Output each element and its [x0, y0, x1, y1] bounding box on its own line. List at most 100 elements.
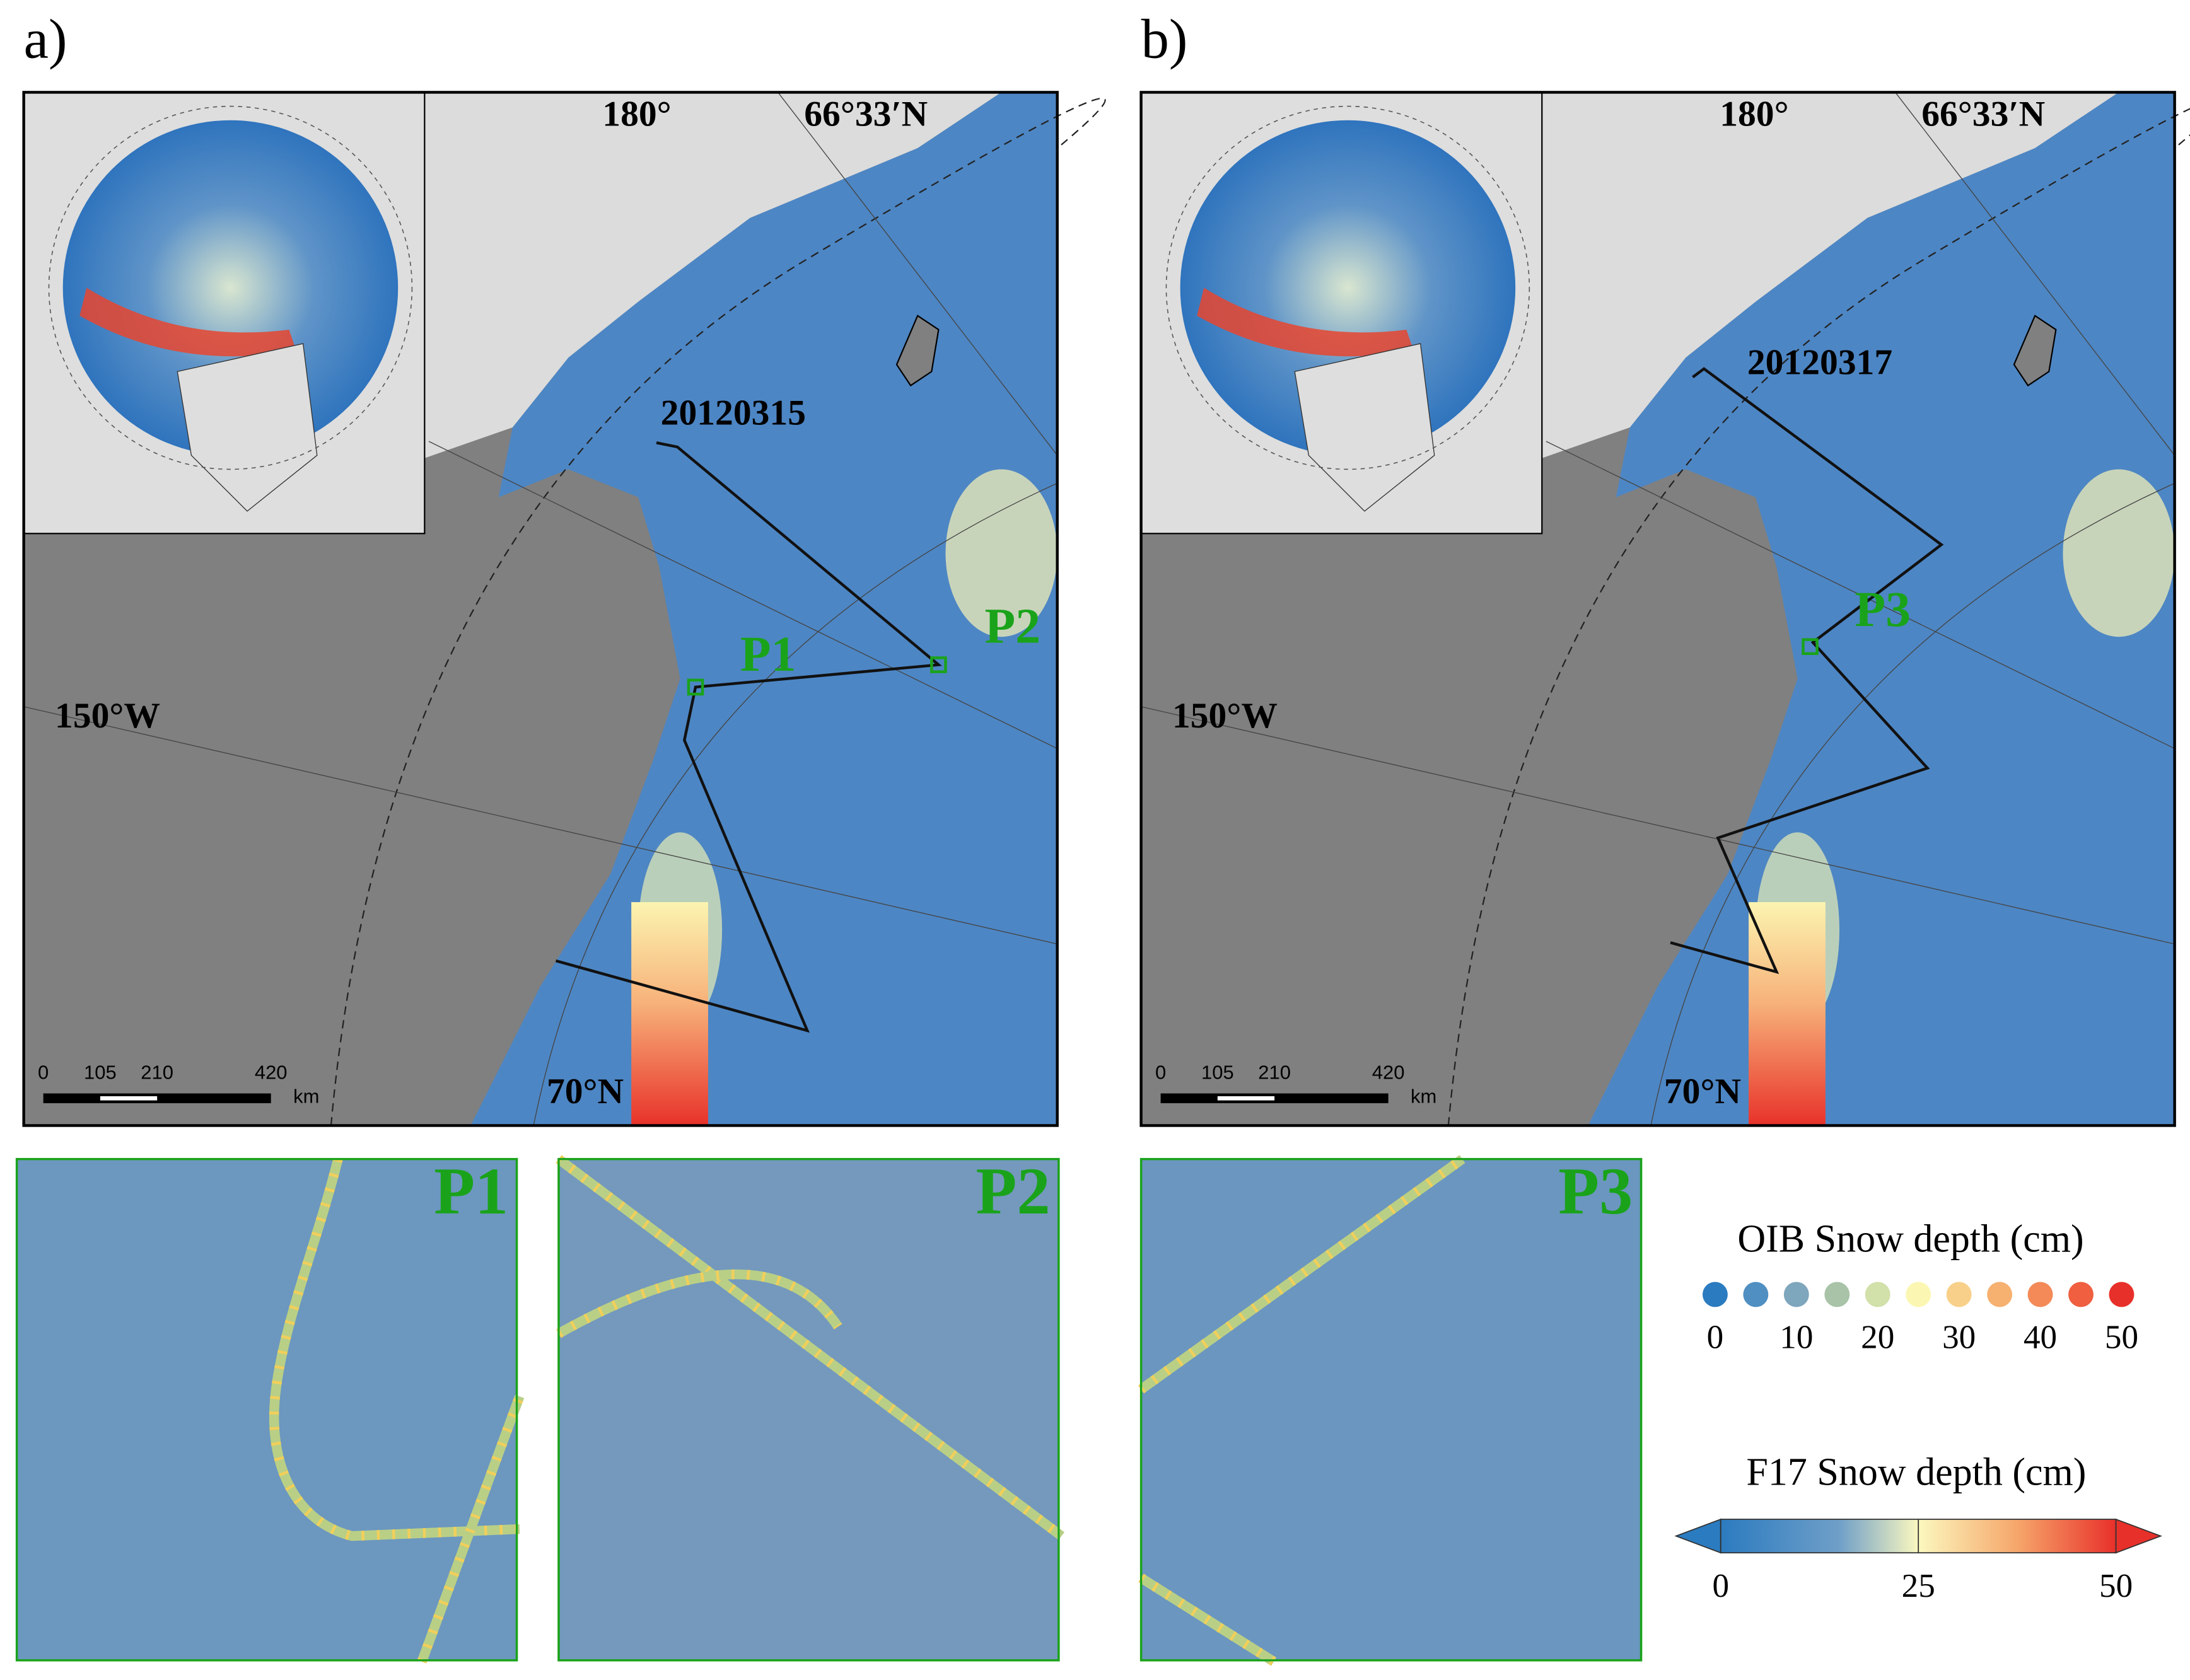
legend-dot: [1865, 1282, 1890, 1307]
parallel: [533, 482, 1057, 1126]
inset-land: [1294, 343, 1435, 512]
scale-tick: 0: [38, 1062, 49, 1084]
legend-tick: 50: [2099, 1568, 2133, 1604]
oib-track: [1138, 1155, 1465, 1394]
legend-tick: 20: [1861, 1319, 1894, 1356]
legend-dot: [1946, 1282, 1972, 1307]
legend-tick: 0: [1712, 1568, 1729, 1604]
lat-label: 70°N: [547, 1072, 624, 1111]
zoom-frame: [15, 1157, 518, 1662]
legend-dot: [2027, 1282, 2053, 1307]
island: [895, 315, 940, 387]
zoom-label: P3: [1558, 1154, 1633, 1228]
flight-date: 20120317: [1747, 343, 1892, 383]
oib-track-dots: [1138, 1573, 1277, 1666]
legend-tick: 0: [1707, 1319, 1724, 1356]
zoom-panel: [557, 1157, 1060, 1662]
thick-snow: [2063, 469, 2175, 637]
panel-label: a): [24, 8, 67, 70]
flight-track: [555, 441, 942, 1033]
point-box: [687, 678, 704, 696]
scale-unit: km: [293, 1085, 319, 1107]
lon-label: 150°W: [1172, 696, 1278, 736]
panel-label: b): [1141, 8, 1188, 70]
oib-track-dots: [556, 1155, 1064, 1540]
legend-dot: [1906, 1282, 1931, 1307]
legend-title: F17 Snow depth (cm): [1746, 1451, 2086, 1494]
inset-ice: [1180, 120, 1516, 456]
scale-unit: km: [1411, 1085, 1436, 1107]
legend-tick: 25: [1902, 1568, 1935, 1604]
colorbar-low: [1674, 1518, 1721, 1554]
legend-dot: [2068, 1282, 2094, 1307]
scale-tick: 0: [1155, 1062, 1166, 1084]
parallel: [1650, 482, 2175, 1126]
oib-track: [556, 1269, 842, 1338]
inset-graticule: [48, 105, 413, 470]
meridian: [1895, 92, 2175, 456]
zoom-frame: [557, 1157, 1060, 1662]
inset-snow: [1197, 287, 1414, 357]
zoom-panel: [1139, 1157, 1643, 1662]
map-frame: [22, 91, 1059, 1127]
legend-title: OIB Snow depth (cm): [1737, 1218, 2083, 1261]
map: 180° 66°33′N 150°W 70°N 20120317 P3 0 105 210 420…: [1139, 91, 2190, 1127]
meridian: [1141, 706, 2175, 945]
lat-label: 70°N: [1664, 1072, 1741, 1111]
lat-label: 66°33′N: [1921, 94, 2045, 134]
thick-snow: [945, 469, 1057, 637]
scale-bar: [1160, 1093, 1389, 1104]
legend-dot: [1783, 1282, 1809, 1307]
inset-graticule: [1165, 105, 1530, 470]
lat-label: 66°33′N: [804, 94, 928, 134]
island: [2013, 315, 2057, 387]
scale-bar-segment: [1217, 1096, 1275, 1101]
point-label: P1: [740, 627, 796, 682]
zoom-frame: [1139, 1157, 1643, 1662]
zoom-panel: [15, 1157, 518, 1662]
point-label: P2: [985, 599, 1041, 654]
parallel: [330, 97, 1106, 1126]
scale-bar-segment: [100, 1096, 158, 1101]
inset-land: [177, 343, 318, 512]
flight-track: [1670, 367, 1944, 975]
meridian: [23, 706, 1057, 945]
meridian: [1546, 441, 2175, 750]
colorbar-high: [2115, 1518, 2163, 1554]
scale-tick: 210: [1258, 1062, 1291, 1084]
legend-dot: [1824, 1282, 1850, 1307]
scale-tick: 105: [84, 1062, 117, 1084]
legend-dot: [1987, 1282, 2013, 1307]
legend-dot: [1743, 1282, 1769, 1307]
point-box: [1802, 638, 1819, 656]
meridian: [428, 441, 1057, 750]
map: 180° 66°33′N 150°W 70°N 20120315 P1 P2 0 105 210 4…: [22, 91, 1106, 1127]
zoom: P2: [556, 1154, 1064, 1662]
legend-dot: [2109, 1282, 2135, 1307]
flight-date: 20120315: [661, 393, 806, 432]
oib-track: [269, 1157, 520, 1541]
scale-tick: 420: [1372, 1062, 1405, 1084]
legend-tick: 50: [2105, 1319, 2138, 1356]
zoom-label: P1: [434, 1154, 508, 1228]
parallel: [1447, 108, 2190, 1126]
zoom-label: P2: [976, 1154, 1051, 1228]
lon-label: 150°W: [55, 696, 160, 736]
legend-tick: 40: [2024, 1319, 2057, 1356]
oib-track-dots: [417, 1394, 525, 1664]
inset-snow: [79, 287, 296, 357]
thick-snow: [631, 902, 708, 1126]
legend-tick: 10: [1779, 1319, 1813, 1356]
meridian: [778, 92, 1058, 456]
map-frame: [1139, 91, 2176, 1127]
point-box: [930, 656, 947, 673]
zoom: P3: [1138, 1154, 1643, 1666]
scale-tick: 210: [141, 1062, 173, 1084]
no-data-land: [424, 92, 1002, 458]
no-data-land: [1542, 92, 2119, 458]
lon-label: 180°: [1720, 94, 1788, 134]
point-label: P3: [1855, 582, 1911, 637]
scale-tick: 420: [255, 1062, 288, 1084]
inset-ice: [62, 120, 399, 456]
